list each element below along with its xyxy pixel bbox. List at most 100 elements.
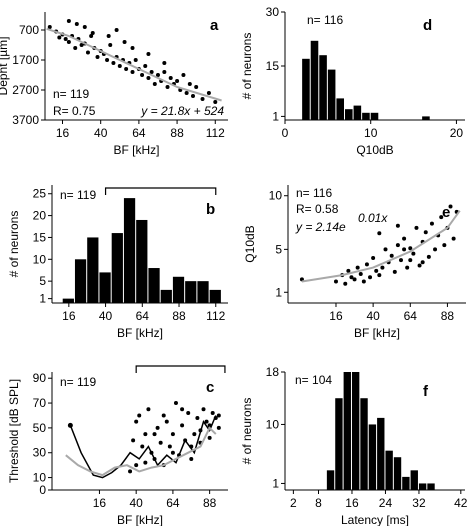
data-point: [117, 64, 122, 68]
data-point: [184, 91, 189, 95]
x-tick-label: 64: [132, 126, 146, 140]
y-tick-label: 70: [33, 396, 47, 410]
data-point: [181, 73, 186, 77]
x-tick-label: 64: [166, 496, 180, 510]
x-tick-label: 2: [290, 496, 297, 510]
line-start-point: [67, 422, 73, 428]
data-point: [66, 40, 71, 44]
y-tick-label: 90: [33, 371, 47, 385]
x-tick-label: 40: [366, 309, 380, 323]
x-tick-label: 10: [364, 126, 378, 140]
data-point: [170, 432, 175, 437]
x-tick-label: 24: [379, 496, 393, 510]
x-axis-label: Q10dB: [356, 143, 393, 157]
x-tick-label: 40: [129, 496, 143, 510]
panel-letter: f: [423, 383, 429, 400]
data-point: [146, 76, 151, 80]
data-point: [122, 40, 127, 44]
fit-equation: y = 2.14e: [295, 220, 346, 234]
data-point: [143, 432, 148, 437]
data-point: [408, 246, 413, 251]
data-point: [352, 277, 357, 282]
y-tick-label: 15: [266, 59, 280, 73]
histogram-bar: [343, 372, 351, 490]
y-tick-label: 30: [33, 446, 47, 460]
n-annotation: n= 119: [60, 375, 96, 389]
histogram-bar: [197, 281, 209, 303]
histogram-bar: [368, 424, 377, 490]
r-annotation: R= 0.58: [296, 202, 339, 216]
y-tick-label: 1: [272, 109, 279, 123]
data-point: [149, 70, 154, 74]
x-axis-label: BF [kHz]: [117, 326, 163, 340]
data-point: [63, 37, 68, 41]
data-point: [402, 236, 407, 241]
histogram-bar: [418, 483, 427, 490]
histogram-bar: [209, 289, 221, 303]
y-tick-label: 15: [33, 230, 47, 244]
y-axis-label: # of neurons: [7, 211, 21, 278]
histogram-bar: [111, 233, 123, 303]
data-point: [168, 76, 173, 80]
panel-a-depth-vs-bf: 16 40 64 88 112 700 1700 2700 3700 BF [kHz] Depht …: [0, 12, 228, 157]
data-point: [170, 450, 175, 455]
data-point: [423, 230, 428, 235]
data-point: [180, 423, 185, 428]
panel-letter: d: [423, 17, 432, 34]
data-point: [216, 425, 221, 430]
y-axis-label: Q10dB: [243, 225, 257, 262]
histogram-bar: [370, 112, 379, 120]
histogram-bar: [310, 40, 319, 120]
x-axis-label: BF [kHz]: [117, 513, 163, 526]
histogram-bar: [335, 398, 343, 490]
panel-letter: e: [442, 204, 450, 221]
histogram-bar: [87, 237, 99, 303]
n-annotation: n= 119: [53, 87, 89, 101]
histogram-bar: [336, 98, 344, 120]
trend-line: [301, 210, 461, 283]
histogram-bar: [74, 259, 87, 303]
data-point: [79, 43, 84, 47]
data-point: [402, 247, 407, 252]
data-point: [167, 444, 172, 449]
data-point: [451, 236, 456, 241]
data-point: [114, 28, 119, 32]
x-axis-label: BF [kHz]: [354, 326, 400, 340]
data-point: [111, 61, 116, 65]
histogram-bar: [353, 105, 362, 120]
data-point: [194, 85, 199, 89]
y-tick-label: 1700: [12, 53, 39, 67]
data-point: [358, 272, 363, 277]
data-point: [189, 456, 194, 461]
data-point: [216, 413, 221, 418]
y-tick-label: 5: [275, 242, 282, 256]
x-axis-label: BF [kHz]: [113, 143, 159, 157]
data-point: [152, 82, 157, 86]
x-tick-label: 40: [99, 309, 113, 323]
data-point: [155, 73, 160, 77]
data-point: [408, 258, 413, 263]
n-annotation: n= 116: [307, 13, 343, 27]
y-tick-label: 50: [33, 421, 47, 435]
data-point: [164, 419, 169, 424]
y-tick-label: 30: [266, 5, 280, 19]
data-point: [140, 444, 145, 449]
data-point: [106, 34, 111, 38]
histogram-bar: [362, 112, 370, 120]
data-point: [213, 100, 218, 104]
histogram-bar: [319, 55, 327, 121]
x-tick-label: 112: [206, 309, 225, 323]
histogram-bar: [99, 272, 111, 303]
data-point: [411, 251, 416, 256]
histogram-bar: [345, 109, 353, 120]
y-tick-label: 700: [19, 23, 39, 37]
data-point: [349, 275, 354, 280]
data-point: [377, 273, 382, 278]
x-tick-label: 20: [450, 126, 464, 140]
x-tick-label: 88: [441, 309, 455, 323]
x-tick-label: 88: [170, 126, 184, 140]
data-point: [206, 91, 211, 95]
data-point: [439, 215, 444, 220]
data-point: [162, 70, 167, 74]
